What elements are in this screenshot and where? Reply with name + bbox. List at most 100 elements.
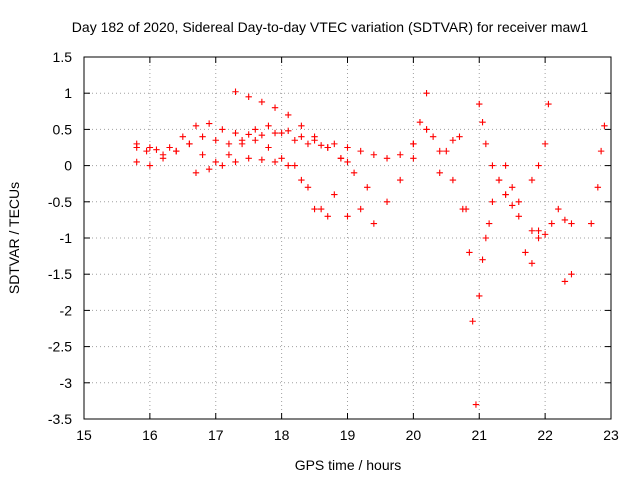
- data-point: [545, 100, 552, 108]
- data-point: [285, 127, 292, 135]
- tick-marks: [83, 56, 612, 420]
- data-point: [146, 162, 154, 169]
- data-point: [344, 213, 351, 220]
- data-point: [337, 155, 345, 162]
- data-point: [271, 129, 279, 137]
- y-tick-label: -3: [60, 375, 73, 391]
- y-tick-label: -3.5: [48, 411, 72, 427]
- data-point: [502, 162, 509, 169]
- data-point: [594, 184, 602, 191]
- x-tick-label: 16: [142, 427, 158, 443]
- data-point: [252, 137, 259, 144]
- y-tick-label: -2: [60, 302, 73, 318]
- series-arc-10: [502, 191, 575, 242]
- data-point: [515, 198, 522, 205]
- data-point: [143, 147, 150, 155]
- x-tick-label: 20: [406, 427, 422, 443]
- data-point: [429, 133, 437, 140]
- data-point: [495, 176, 503, 184]
- x-tick-label: 15: [76, 427, 92, 443]
- x-tick-label: 17: [208, 427, 224, 443]
- data-point: [192, 122, 200, 129]
- data-point: [548, 220, 555, 227]
- y-axis-label: SDTVAR / TECUs: [6, 182, 22, 294]
- data-point: [166, 144, 173, 151]
- data-point: [568, 271, 575, 278]
- data-point: [199, 151, 206, 158]
- data-point: [528, 176, 536, 184]
- data-point: [357, 205, 364, 213]
- series-arc-7: [410, 90, 463, 177]
- x-tick-label: 22: [537, 427, 553, 443]
- data-point: [271, 104, 279, 111]
- data-point: [278, 129, 285, 137]
- data-point: [502, 191, 509, 198]
- y-tick-label: -2.5: [48, 339, 72, 355]
- data-point: [344, 144, 351, 151]
- data-point: [416, 118, 424, 126]
- data-point: [601, 122, 608, 129]
- data-point: [482, 234, 490, 242]
- y-tick-label: 0.5: [53, 121, 73, 137]
- series-arc-12: [561, 271, 575, 285]
- data-point: [443, 147, 450, 155]
- data-point: [153, 146, 160, 153]
- series-arc-5: [232, 88, 371, 191]
- data-point: [561, 278, 569, 285]
- data-point: [479, 256, 486, 263]
- data-point: [133, 158, 140, 166]
- data-points: [133, 88, 608, 408]
- y-tick-label: -1: [60, 230, 73, 246]
- data-point: [597, 147, 605, 155]
- data-point: [258, 156, 266, 164]
- data-point: [298, 133, 305, 140]
- data-point: [555, 205, 562, 213]
- data-point: [489, 162, 496, 169]
- data-point: [317, 205, 325, 213]
- data-point: [541, 140, 549, 148]
- data-point: [541, 231, 549, 238]
- data-point: [159, 155, 167, 162]
- data-point: [199, 133, 206, 140]
- data-point: [245, 155, 252, 162]
- data-point: [397, 151, 404, 158]
- data-point: [331, 191, 338, 198]
- data-point: [212, 158, 219, 166]
- tick-labels: 15 16 17 18 19 20 21 22 23 1.5 1 0.5 0 -0.5 -1 -1.5 -2 -2…: [48, 49, 619, 443]
- series-arc-6: [357, 126, 470, 227]
- data-point: [285, 162, 292, 169]
- grid: [84, 57, 611, 419]
- data-point: [324, 144, 331, 151]
- data-point: [311, 205, 318, 213]
- y-tick-label: 1: [64, 85, 72, 101]
- data-point: [535, 227, 542, 234]
- data-point: [317, 142, 325, 149]
- data-point: [472, 401, 480, 408]
- data-point: [219, 162, 226, 169]
- data-point: [489, 198, 496, 205]
- data-point: [383, 198, 391, 205]
- data-point: [476, 292, 483, 300]
- x-tick-label: 19: [340, 427, 356, 443]
- y-tick-label: -0.5: [48, 194, 72, 210]
- data-point: [133, 140, 140, 148]
- data-point: [364, 184, 371, 191]
- data-point: [370, 220, 378, 227]
- data-point: [192, 169, 200, 177]
- data-point: [173, 147, 180, 155]
- series-arc-4: [192, 155, 331, 220]
- data-point: [232, 88, 239, 95]
- data-point: [271, 158, 279, 166]
- series-arc-9: [476, 100, 516, 209]
- data-point: [311, 133, 318, 140]
- data-point: [466, 249, 473, 256]
- data-point: [304, 140, 312, 148]
- data-point: [383, 155, 391, 162]
- data-point: [436, 169, 443, 177]
- data-point: [522, 249, 529, 256]
- data-point: [459, 205, 466, 213]
- x-tick-label: 18: [274, 427, 290, 443]
- data-point: [219, 126, 226, 133]
- data-point: [344, 158, 351, 166]
- data-point: [291, 162, 298, 169]
